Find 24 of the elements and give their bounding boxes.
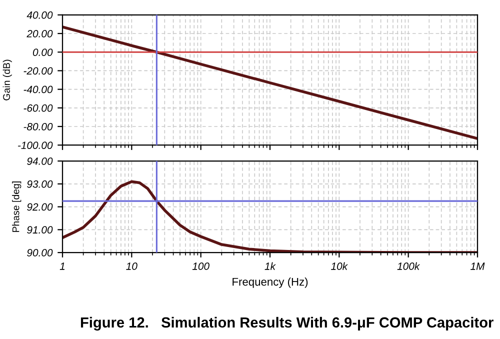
- y-tick-label: -40.00: [24, 86, 53, 94]
- x-tick-label: 10k: [331, 262, 348, 270]
- x-axis-title: Frequency (Hz): [232, 278, 308, 288]
- y-axis-title: Phase [deg]: [12, 182, 22, 232]
- y-tick-label: 93.00: [27, 180, 53, 188]
- y-tick-label: -20.00: [24, 67, 53, 75]
- y-tick-label: 20.00: [26, 30, 53, 38]
- y-tick-label: -60.00: [24, 104, 53, 112]
- x-tick-label: 10: [126, 262, 138, 270]
- y-tick-label: 0.00: [32, 48, 53, 56]
- y-tick-label: -100.00: [18, 142, 53, 149]
- y-tick-label: -80.00: [24, 122, 53, 130]
- y-tick-label: 91.00: [27, 226, 53, 234]
- x-tick-label: 1: [60, 262, 65, 270]
- y-tick-label: 92.00: [27, 203, 53, 211]
- x-tick-label: 1k: [264, 262, 276, 270]
- y-axis-title: Gain (dB): [2, 60, 12, 100]
- x-tick-label: 100: [192, 262, 210, 270]
- x-tick-label: 1M: [470, 262, 485, 270]
- y-tick-label: 90.00: [27, 249, 53, 256]
- x-tick-label: 100k: [397, 262, 420, 270]
- y-tick-label: 40.00: [26, 11, 53, 19]
- y-tick-label: 94.00: [27, 158, 53, 165]
- caption: Figure 12. Simulation Results With 6.9-μF COMP Capacitor: [80, 316, 494, 331]
